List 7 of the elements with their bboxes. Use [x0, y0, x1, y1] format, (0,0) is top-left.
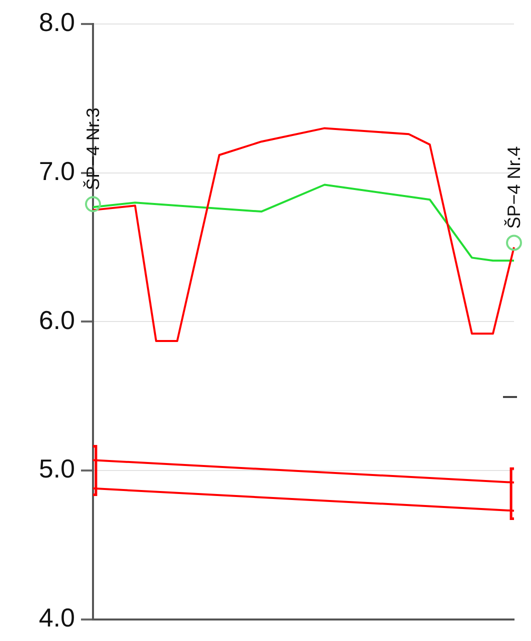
- y-tick-label: 5.0: [38, 454, 75, 484]
- text: ŠP−4 Nr.4: [504, 146, 524, 229]
- y-tick-label: 8.0: [38, 7, 75, 38]
- y-tick-label: 6.0: [38, 304, 75, 335]
- text: ŠP−4 Nr.3: [83, 108, 103, 190]
- y-tick-label: 7.0: [38, 156, 75, 186]
- y-tick-label: 4.0: [38, 602, 75, 633]
